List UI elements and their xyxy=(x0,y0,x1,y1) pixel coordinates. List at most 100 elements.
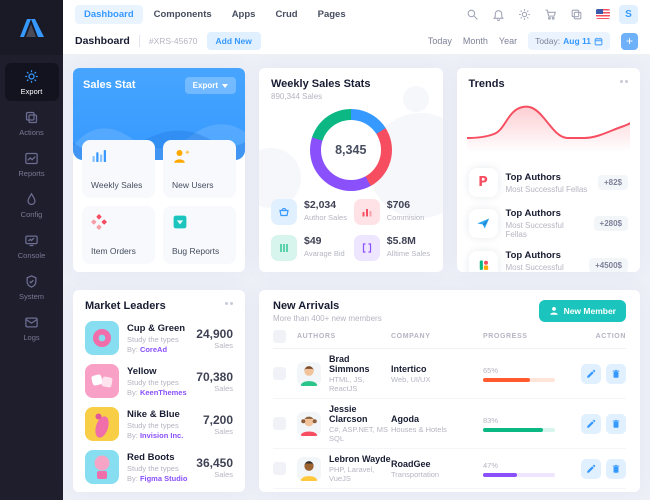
sidebar-item-config[interactable]: Config xyxy=(5,186,59,224)
product-by: By: Invision Inc. xyxy=(127,430,184,440)
delete-button[interactable] xyxy=(606,413,626,434)
tab-components[interactable]: Components xyxy=(153,8,212,20)
trend-item[interactable]: P Top Authors Most Successful Fellas +82$ xyxy=(468,168,628,197)
chevron-down-icon xyxy=(222,83,228,88)
tab-dashboard[interactable]: Dashboard xyxy=(75,4,143,24)
progress-label: 83% xyxy=(483,415,499,425)
more-options-button[interactable] xyxy=(225,302,233,305)
search-icon[interactable] xyxy=(463,5,482,24)
range-today-link[interactable]: Today xyxy=(427,36,452,46)
brackets-icon xyxy=(353,235,380,261)
company-name: Intertico xyxy=(391,363,427,374)
sidebar-item-reports[interactable]: Reports xyxy=(5,145,59,183)
row-checkbox[interactable] xyxy=(273,417,286,430)
bell-icon[interactable] xyxy=(489,5,508,24)
stat-value: $5.8M xyxy=(386,235,416,247)
shopping-cart-icon[interactable] xyxy=(541,5,560,24)
card-title: Weekly Sales Stats xyxy=(271,78,371,90)
vendor-link[interactable]: CoreAd xyxy=(139,344,168,354)
pencil-icon xyxy=(587,419,596,428)
tile-new-users[interactable]: New Users xyxy=(163,140,236,198)
language-flag-icon[interactable] xyxy=(593,5,612,24)
sales-unit: Sales xyxy=(214,383,233,393)
vendor-link[interactable]: Invision Inc. xyxy=(139,430,184,440)
pencil-icon xyxy=(587,464,596,473)
tile-label: Weekly Sales xyxy=(91,180,143,190)
range-month-link[interactable]: Month xyxy=(462,36,488,46)
trend-line-chart xyxy=(465,98,631,157)
delete-button[interactable] xyxy=(606,363,626,384)
mail-icon xyxy=(25,317,38,328)
decor-circle xyxy=(402,86,429,112)
copy-icon[interactable] xyxy=(567,5,586,24)
product-thumbnail xyxy=(85,364,119,398)
edit-button[interactable] xyxy=(581,363,601,384)
edit-button[interactable] xyxy=(581,413,601,434)
progress-bar xyxy=(483,377,555,382)
tile-weekly-sales[interactable]: Weekly Sales xyxy=(82,140,155,198)
sales-stat-tiles: Weekly Sales New Users Item Orders Bug R… xyxy=(82,140,236,264)
tab-pages[interactable]: Pages xyxy=(317,8,346,20)
main-content: Sales Stat Export Weekly Sales xyxy=(63,55,650,500)
edit-button[interactable] xyxy=(581,458,601,479)
sidebar-item-system[interactable]: System xyxy=(5,268,59,306)
date-picker-button[interactable]: Today: Aug 11 xyxy=(528,32,610,50)
page-title: Dashboard xyxy=(75,35,130,47)
sidebar-item-actions[interactable]: Actions xyxy=(5,104,59,142)
equalizer-icon xyxy=(271,235,297,261)
avatar xyxy=(297,411,321,436)
new-arrivals-card: New Arrivals More than 400+ new members … xyxy=(259,290,640,492)
sidebar-item-label: Reports xyxy=(18,169,45,178)
add-new-button[interactable]: Add New xyxy=(206,32,261,50)
vendor-link[interactable]: Figma Studio xyxy=(139,473,188,483)
row-checkbox[interactable] xyxy=(273,367,286,380)
trends-card: Trends P Top Authors Most Successful Fe xyxy=(456,68,640,272)
sales-count: 36,450 xyxy=(196,455,233,470)
select-all-checkbox[interactable] xyxy=(273,330,286,343)
sidebar-item-export[interactable]: Export xyxy=(4,63,59,101)
tab-apps[interactable]: Apps xyxy=(231,8,256,20)
sidebar-item-console[interactable]: Console xyxy=(5,227,59,265)
new-member-button[interactable]: New Member xyxy=(538,300,626,322)
row-checkbox[interactable] xyxy=(273,462,286,475)
tile-item-orders[interactable]: Item Orders xyxy=(82,206,155,264)
date-prefix: Today: xyxy=(535,36,561,46)
tile-bug-reports[interactable]: Bug Reports xyxy=(163,206,236,264)
more-options-button[interactable] xyxy=(620,80,628,83)
stat-value: $49 xyxy=(304,235,322,247)
product-name: Cup & Green xyxy=(127,322,186,334)
product-thumbnail xyxy=(85,321,119,355)
company-field: Transportation xyxy=(391,469,440,479)
sidebar-item-logs[interactable]: Logs xyxy=(5,309,59,347)
trend-amount-badge: +280$ xyxy=(593,216,628,231)
stat-label: Author Sales xyxy=(304,213,347,222)
new-member-label: New Member xyxy=(563,306,616,316)
author-skills: C#, ASP.NET, MS SQL xyxy=(329,425,389,443)
product-desc: Study the types xyxy=(127,334,179,344)
vendor-link[interactable]: KeenThemes xyxy=(139,387,187,397)
table-row: Natali TrumpPython, ReactJS The HillInsu… xyxy=(273,489,626,492)
range-year-link[interactable]: Year xyxy=(498,36,518,46)
shopping-basket-icon xyxy=(271,199,297,225)
sidebar-item-label: Console xyxy=(17,251,46,260)
tab-crud[interactable]: Crud xyxy=(275,8,298,20)
donut-ring: 8,345 xyxy=(309,109,392,191)
product-desc: Study the types xyxy=(127,377,179,387)
product-thumbnail xyxy=(85,450,119,484)
stat-value: $2,034 xyxy=(304,199,337,211)
trend-item[interactable]: Top Authors Most Successful Fellas +4500$ xyxy=(468,250,628,272)
gear-icon[interactable] xyxy=(515,5,534,24)
app-logo[interactable] xyxy=(0,0,63,55)
delete-button[interactable] xyxy=(606,458,626,479)
sidebar-item-label: Export xyxy=(20,87,43,96)
abstract-mark-icon xyxy=(468,251,498,272)
add-event-button[interactable]: + xyxy=(621,32,638,50)
monitor-icon xyxy=(25,235,38,247)
export-dropdown-button[interactable]: Export xyxy=(184,77,236,94)
user-avatar[interactable]: S xyxy=(619,4,638,24)
trend-item[interactable]: Top Authors Most Successful Fellas +280$ xyxy=(468,208,628,239)
table-row: Jessie Clarcson C#, ASP.NET, MS SQL Agoda… xyxy=(273,399,626,449)
product-name: Red Boots xyxy=(127,451,175,463)
header-tabs-row: Dashboard Components Apps Crud Pages S xyxy=(63,0,650,28)
